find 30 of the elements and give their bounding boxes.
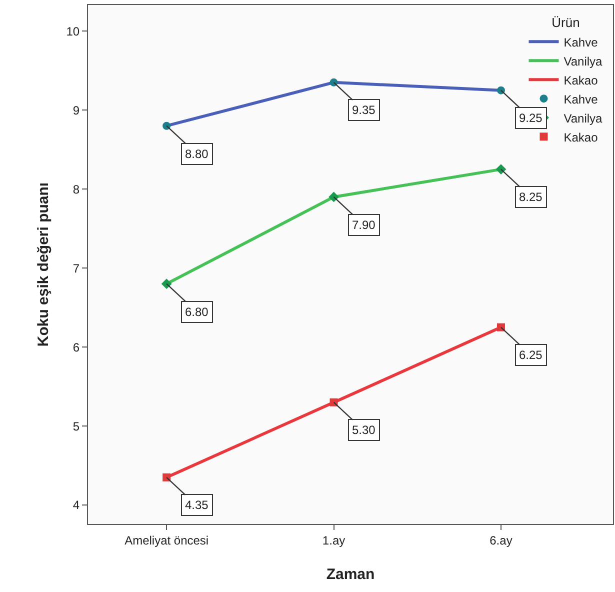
legend-title: Ürün [552,15,580,30]
legend-label: Vanilya [564,54,603,68]
y-tick-label: 5 [72,419,80,434]
point [330,398,338,406]
data-label: 7.90 [352,218,376,232]
legend-label: Kahve [564,92,598,106]
x-tick-label: Ameliyat öncesi [124,533,209,548]
data-label: 9.35 [352,103,376,117]
y-axis-title: Koku eşik değeri puanı [35,182,52,347]
y-tick-label: 6 [72,340,80,354]
legend-label: Kakao [564,130,598,144]
data-label: 5.30 [352,423,376,437]
legend-label: Kakao [564,73,598,88]
x-tick-label: 6.ay [490,533,512,548]
x-axis-title: Zaman [326,566,375,583]
data-label: 6.25 [519,348,543,362]
data-label: 8.80 [185,147,209,161]
x-tick-label: 1.ay [322,533,346,548]
data-label: 8.25 [519,190,543,204]
point [328,192,339,202]
y-tick-label: 8 [72,182,80,196]
y-tick-label: 7 [72,261,80,276]
legend-label: Kahve [564,35,598,50]
y-tick-label: 4 [72,498,80,512]
legend-label: Vanilya [564,111,603,126]
data-label: 9.25 [519,111,543,125]
data-label: 6.80 [185,305,209,319]
y-tick-label: 10 [66,24,80,38]
data-label: 4.35 [185,498,209,512]
y-tick-label: 9 [72,103,80,118]
